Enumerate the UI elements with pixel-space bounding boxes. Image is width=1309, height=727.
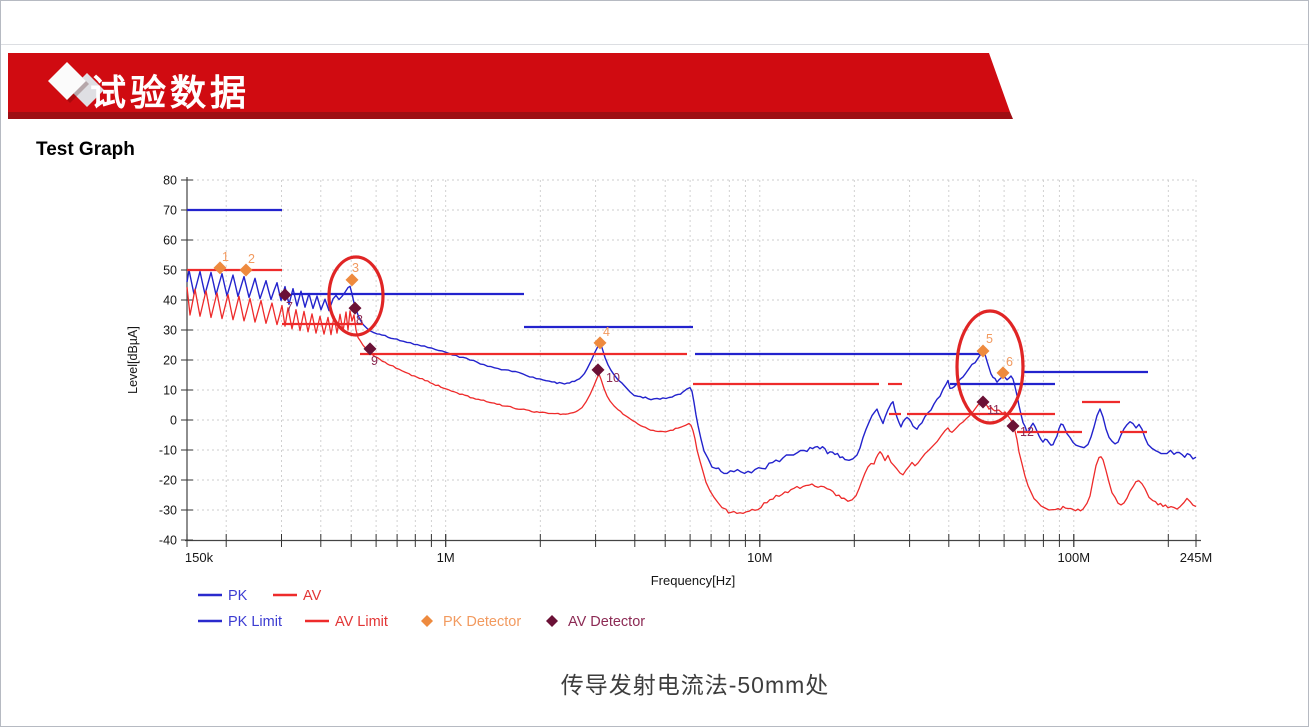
highlight-ellipse	[955, 309, 1025, 425]
detector-label: 7	[286, 300, 293, 314]
legend-diamond-swatch	[546, 615, 558, 627]
detector-diamond-icon	[363, 342, 377, 356]
detector-label: 6	[1006, 355, 1013, 369]
detector-label: 8	[356, 313, 363, 327]
detector-diamond-icon	[593, 336, 607, 350]
tick-labels: -40 -30 -20 -10 0 10 20 30 40 50 60 70 80 150k 1M 10M 10…	[159, 174, 1212, 566]
detector-diamond-icon	[1006, 419, 1020, 433]
legend-label: AV Detector	[568, 614, 645, 630]
legend-label: AV Limit	[335, 614, 388, 630]
y-tick-label: 70	[163, 204, 177, 218]
banner-underline	[8, 112, 1013, 119]
legend-label: AV	[303, 588, 322, 604]
y-tick-label: -20	[159, 474, 177, 488]
y-tick-label: 50	[163, 264, 177, 278]
legend-label: PK Detector	[443, 614, 521, 630]
header-banner: 试验数据	[8, 53, 1010, 112]
banner-title: 试验数据	[90, 73, 251, 113]
legend-row: PK AV	[198, 588, 322, 604]
y-tick-label: 80	[163, 174, 177, 188]
detector-label: 11	[987, 403, 1000, 417]
av-limit	[187, 268, 1147, 434]
section-title: Test Graph	[36, 139, 135, 160]
x-tick-label: 10M	[747, 550, 772, 565]
legend-label: PK	[228, 588, 248, 604]
y-tick-label: 0	[170, 414, 177, 428]
x-tick-label: 1M	[437, 550, 455, 565]
pk-limit	[187, 208, 1148, 386]
av-detector-markers: 7 8 9 10 11 12	[278, 288, 1034, 439]
y-tick-label: -40	[159, 534, 177, 548]
detector-diamond-icon	[213, 261, 227, 275]
y-tick-label: 20	[163, 354, 177, 368]
pk-trace	[186, 269, 1197, 475]
detector-diamond-icon	[996, 366, 1010, 380]
detector-label: 1	[222, 250, 229, 264]
av-trace	[186, 287, 1197, 515]
detector-label: 5	[986, 332, 993, 346]
legend-label: PK Limit	[228, 614, 282, 630]
x-tick-label: 100M	[1058, 550, 1091, 565]
x-tick-label: 245M	[1180, 550, 1213, 565]
detector-label: 9	[371, 354, 378, 368]
detector-diamond-icon	[976, 395, 990, 409]
double-diamond-icon	[48, 62, 104, 107]
detector-label: 10	[606, 371, 620, 385]
x-tick-label: 150k	[185, 550, 214, 565]
detector-label: 12	[1020, 425, 1034, 439]
detector-diamond-icon	[591, 363, 605, 377]
legend-row: PK Limit AV Limit PK Detector AV Detector	[198, 614, 645, 630]
y-tick-label: 60	[163, 234, 177, 248]
chart-caption: 传导发射电流法-50mm处	[560, 672, 830, 698]
ticks	[181, 179, 1197, 547]
detector-label: 4	[603, 325, 610, 339]
highlight-ellipse	[327, 255, 385, 337]
y-tick-label: 40	[163, 294, 177, 308]
axes	[185, 177, 1201, 542]
detector-label: 3	[352, 261, 359, 275]
legend-diamond-swatch	[421, 615, 433, 627]
y-tick-label: 30	[163, 324, 177, 338]
detector-diamond-icon	[348, 301, 362, 315]
detector-diamond-icon	[239, 263, 253, 277]
y-tick-label: -30	[159, 504, 177, 518]
x-axis-title: Frequency[Hz]	[651, 573, 736, 588]
detector-diamond-icon	[345, 273, 359, 287]
detector-diamond-icon	[976, 344, 990, 358]
y-axis-title: Level[dBµA]	[126, 326, 140, 394]
y-tick-label: -10	[159, 444, 177, 458]
detector-diamond-icon	[278, 288, 292, 302]
top-divider-line	[0, 44, 1309, 45]
grid	[187, 179, 1197, 540]
pk-detector-markers: 1 2 3 4 56	[213, 250, 1013, 380]
y-tick-label: 10	[163, 384, 177, 398]
detector-label: 2	[248, 252, 255, 266]
